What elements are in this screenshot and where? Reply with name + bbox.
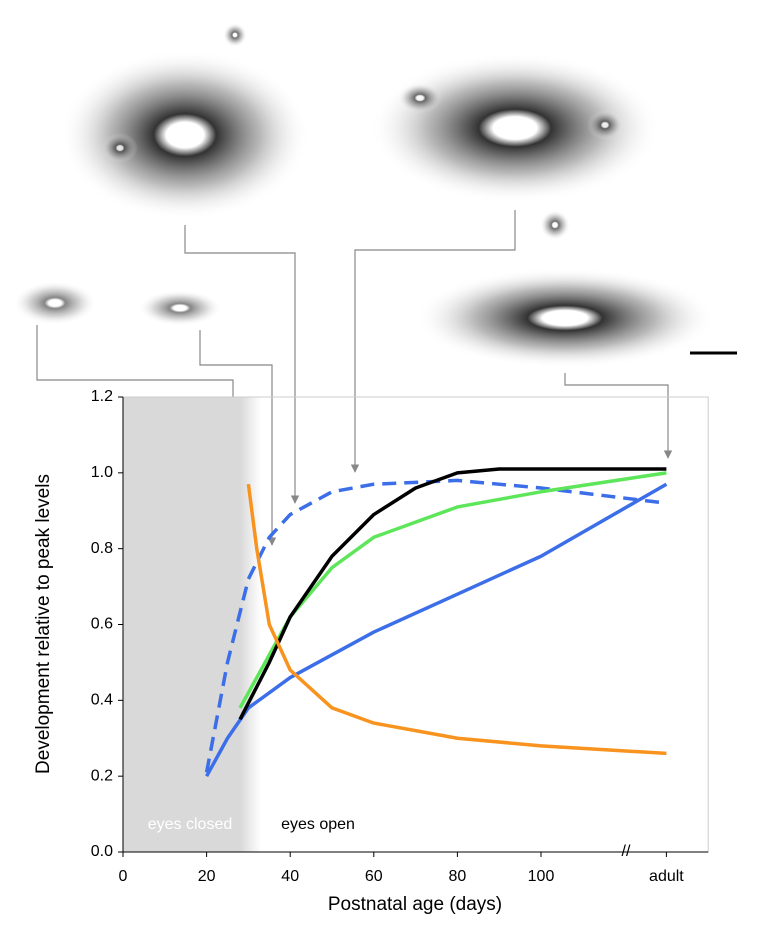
y-tick-label: 1.0 [91,464,113,481]
x-tick-label: 80 [449,868,467,885]
y-tick-label: 0.6 [91,616,113,633]
y-tick-label: 0.8 [91,540,113,557]
y-axis-label: Development relative to peak levels [33,474,54,774]
x-tick-label: 60 [365,868,383,885]
line [248,484,666,753]
annotation: eyes closed [148,816,233,833]
x-axis-label: Postnatal age (days) [328,894,502,915]
y-tick-label: 0.0 [91,843,113,860]
y-tick-label: 0.4 [91,692,113,709]
neuron-images [13,23,737,368]
figure: Postnatal age (days) Development relativ… [0,0,764,922]
x-tick-label: 100 [528,868,555,885]
annotation: eyes open [281,816,355,833]
x-tick-label: adult [649,868,684,885]
x-tick-label: 20 [198,868,216,885]
x-tick-label: 0 [119,868,128,885]
eyes-closed-shade [123,397,261,852]
axis-break: // [622,843,631,860]
y-tick-label: 0.2 [91,767,113,784]
x-tick-label: 40 [281,868,299,885]
y-tick-label: 1.2 [91,388,113,405]
